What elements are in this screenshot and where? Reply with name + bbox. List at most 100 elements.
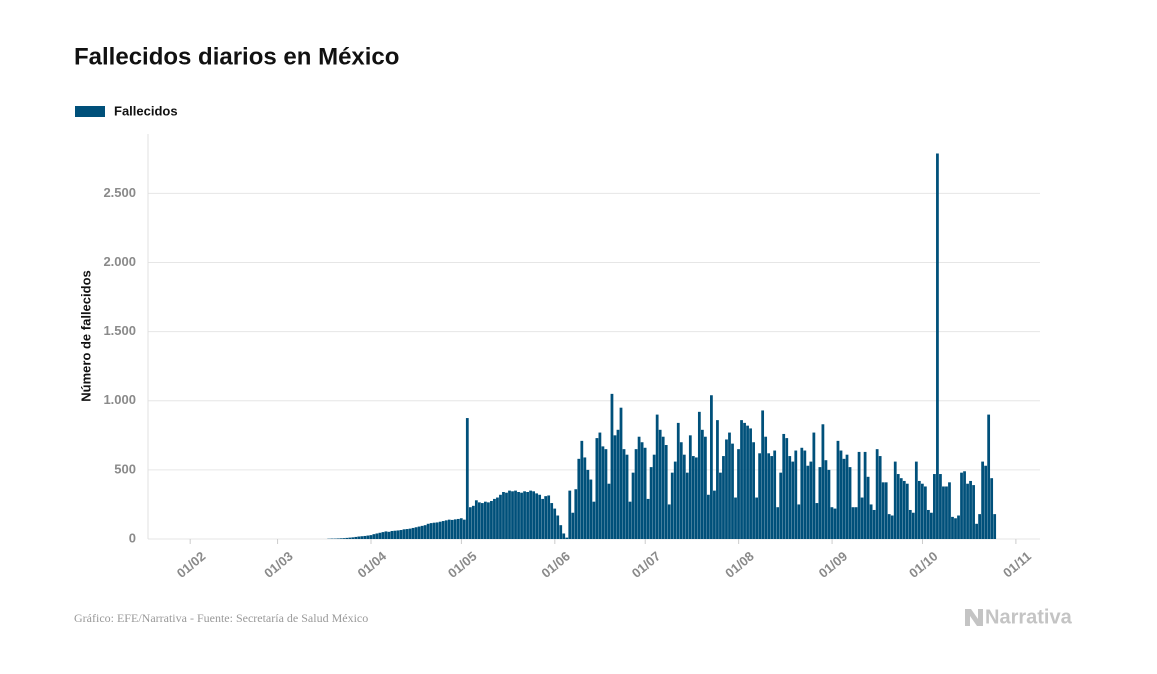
bar	[577, 458, 581, 539]
bar	[426, 523, 430, 539]
bar	[960, 472, 963, 539]
bar	[432, 522, 436, 539]
bar	[773, 450, 777, 539]
bar	[420, 525, 424, 539]
bar	[803, 450, 807, 539]
bar	[806, 465, 810, 539]
bar	[342, 538, 346, 539]
bar	[441, 521, 445, 539]
bar	[583, 457, 587, 539]
bar	[957, 515, 960, 539]
bar	[722, 456, 725, 539]
logo-icon	[965, 609, 983, 626]
bar	[559, 525, 563, 539]
bar	[589, 479, 593, 539]
bar	[899, 478, 903, 539]
bar	[598, 432, 602, 539]
y-axis-label: Número de fallecidos	[78, 270, 93, 401]
bar	[375, 533, 379, 539]
bar	[631, 472, 635, 539]
bar	[981, 461, 985, 539]
bar	[975, 523, 978, 539]
bar	[556, 515, 560, 539]
bar	[875, 449, 879, 539]
bar	[405, 529, 409, 539]
bar	[797, 504, 801, 539]
bar	[707, 494, 710, 539]
bar	[535, 493, 539, 539]
y-tick-label: 2.000	[103, 254, 136, 269]
bar	[782, 433, 786, 539]
y-tick-label: 1.500	[103, 323, 136, 338]
bar	[547, 495, 551, 539]
bar	[851, 507, 855, 539]
bar	[836, 440, 840, 539]
bar	[839, 450, 843, 539]
bar	[438, 521, 442, 539]
bar	[920, 483, 924, 539]
bar	[487, 502, 490, 539]
bar	[673, 461, 677, 539]
bar	[954, 518, 957, 539]
bar	[676, 422, 680, 539]
bar	[595, 438, 599, 539]
x-tick-label: 01/11	[1000, 548, 1034, 580]
bar	[911, 512, 915, 539]
bar	[429, 523, 433, 539]
bar	[893, 461, 897, 539]
bar	[872, 509, 876, 539]
bar	[444, 520, 448, 539]
bar	[728, 432, 731, 539]
bar	[529, 490, 532, 539]
bar	[345, 537, 349, 539]
bar	[890, 515, 894, 539]
bar	[984, 465, 988, 539]
x-tick-label: 01/02	[174, 548, 209, 580]
chart-title: Fallecidos diarios en México	[74, 43, 399, 70]
bar	[694, 457, 698, 539]
bar	[480, 503, 484, 539]
bar	[477, 502, 481, 539]
bar	[990, 478, 994, 539]
bar	[646, 498, 650, 539]
bar	[830, 507, 834, 539]
bar	[770, 456, 774, 539]
x-tick-label: 01/09	[816, 548, 851, 580]
x-tick-label: 01/06	[538, 548, 573, 580]
bar	[574, 489, 578, 539]
bar	[749, 428, 752, 539]
source: Gráfico: EFE/Narrativa - Fuente: Secreta…	[74, 611, 368, 625]
bar	[414, 527, 418, 539]
bar	[399, 530, 403, 539]
bar	[917, 480, 921, 539]
brand-logo: Narrativa	[965, 606, 1073, 628]
bar	[514, 490, 517, 539]
bar	[881, 482, 885, 539]
bar	[652, 454, 656, 539]
legend-label: Fallecidos	[114, 103, 178, 118]
bar	[914, 461, 918, 539]
bar	[339, 538, 343, 539]
bar	[857, 451, 861, 539]
bar	[661, 436, 665, 539]
bar	[860, 497, 864, 539]
bar	[942, 486, 945, 539]
bar	[348, 537, 352, 539]
bar	[713, 490, 716, 539]
bar	[809, 461, 813, 539]
bar	[456, 518, 460, 539]
bar	[384, 531, 388, 539]
legend-swatch	[75, 106, 105, 117]
bar	[767, 453, 771, 539]
bar	[336, 538, 340, 539]
bar	[550, 503, 554, 539]
bar	[679, 442, 683, 539]
bar	[387, 531, 391, 539]
bar	[484, 501, 487, 539]
bar	[435, 522, 439, 539]
bar	[465, 418, 469, 539]
bar	[824, 460, 828, 539]
bar	[616, 429, 620, 539]
bar	[785, 438, 789, 539]
